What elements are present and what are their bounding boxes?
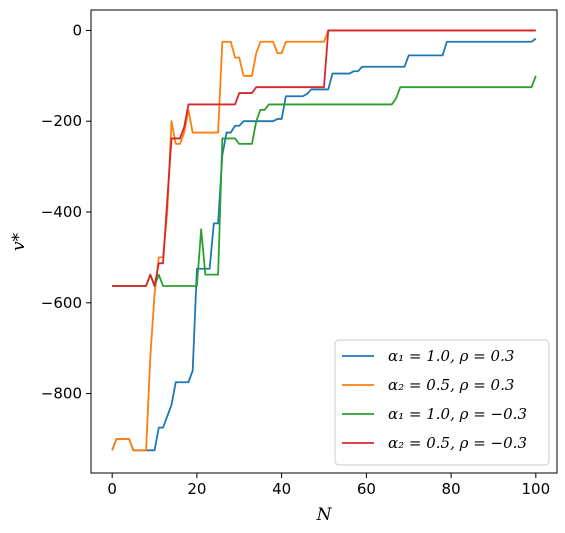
tick-layer: 0 20 40 60 80 100 −800 −600 −400 −200 0 (41, 21, 550, 498)
legend-frame (334, 339, 550, 466)
series-line-1 (111, 37, 537, 452)
y-axis-label: v* (9, 232, 29, 251)
x-tick-label: 60 (357, 480, 376, 498)
y-tick-label: −800 (41, 385, 82, 403)
plot-frame (90, 9, 558, 474)
y-tick-label: −600 (41, 294, 82, 312)
series-layer (111, 29, 537, 452)
x-tick-label: 80 (442, 480, 461, 498)
series-line-4 (112, 29, 536, 287)
x-tick-label: 40 (272, 480, 291, 498)
legend-entries: α₁ = 1.0, ρ = 0.3 α₂ = 0.5, ρ = 0.3 α₁ = 1… (342, 347, 527, 452)
y-tick-label: −200 (41, 112, 82, 130)
y-tick-label: −400 (41, 203, 82, 221)
x-axis-label: N (316, 505, 333, 525)
legend-label-1: α₁ = 1.0, ρ = 0.3 (388, 347, 514, 365)
series-line-3 (112, 75, 537, 287)
x-tick-label: 100 (521, 480, 550, 498)
legend: α₁ = 1.0, ρ = 0.3 α₂ = 0.5, ρ = 0.3 α₁ = 1… (334, 339, 550, 466)
x-tick-label: 20 (187, 480, 206, 498)
x-tick-label: 0 (107, 480, 117, 498)
legend-label-4: α₂ = 0.5, ρ = −0.3 (388, 434, 527, 452)
y-tick-label: 0 (72, 21, 82, 39)
legend-label-2: α₂ = 0.5, ρ = 0.3 (388, 376, 514, 394)
legend-label-3: α₁ = 1.0, ρ = −0.3 (388, 405, 527, 423)
